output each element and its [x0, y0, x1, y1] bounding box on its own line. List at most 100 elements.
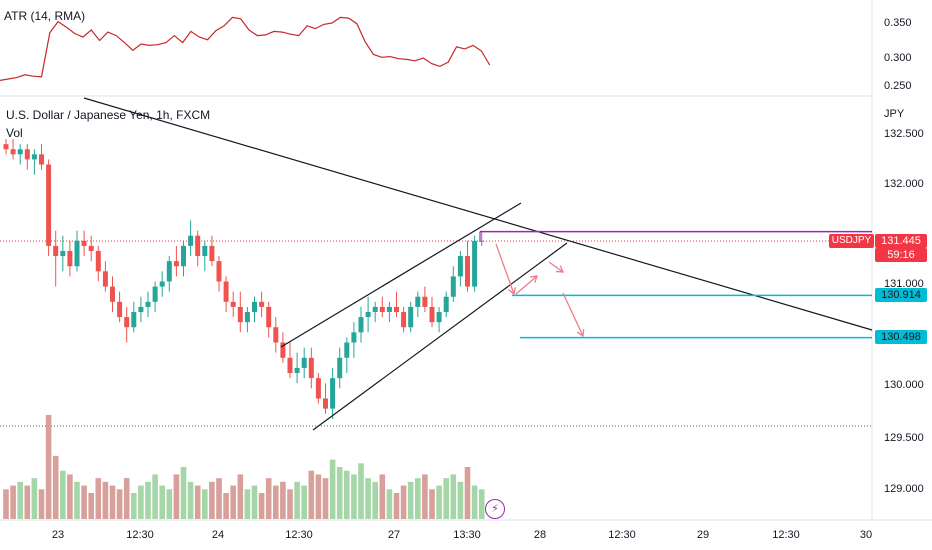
volume-bar [407, 481, 414, 519]
volume-bar [273, 485, 279, 519]
volume-bar [351, 474, 357, 519]
volume-bar [358, 463, 364, 519]
volume-bar [52, 455, 59, 519]
time-axis-label: 12:30 [126, 529, 154, 541]
volume-bar [152, 474, 158, 519]
time-axis-label: 12:30 [608, 529, 636, 541]
candle-body [365, 312, 371, 318]
candle-body [223, 281, 229, 302]
time-axis-label: 29 [696, 529, 710, 541]
candle-body [181, 245, 186, 267]
candle-body [138, 306, 144, 312]
candle-body [46, 164, 52, 246]
volume-bar [400, 485, 407, 519]
volume-bar [230, 485, 236, 519]
candle-body [3, 144, 9, 150]
candle-body [479, 240, 485, 242]
volume-bar [180, 467, 187, 519]
volume-bar [471, 485, 478, 519]
volume-bar [194, 485, 201, 519]
candle-body [81, 240, 87, 246]
candle-body [202, 245, 208, 257]
volume-bar [258, 493, 265, 519]
candle-body [173, 261, 179, 267]
volume-bar [209, 481, 215, 519]
bar-countdown-tag: 59:16 [875, 248, 927, 262]
time-axis-label: 12:30 [285, 529, 313, 541]
candle-body [436, 312, 442, 323]
price-axis-label: 132.000 [884, 178, 924, 190]
candle-body [323, 398, 328, 409]
candle-body [166, 261, 172, 282]
atr-legend[interactable]: ATR (14, RMA) [4, 9, 86, 23]
projection-arrow [515, 275, 538, 295]
time-axis-label: 12:30 [772, 529, 800, 541]
volume-bar [436, 485, 442, 519]
currency-label: JPY [884, 108, 905, 120]
volume-bar [173, 474, 180, 519]
volume-bar [102, 481, 109, 519]
candle-body [67, 250, 73, 267]
volume-bar [308, 470, 315, 519]
candle-body [415, 296, 421, 307]
lightning-icon[interactable]: ⚡ [485, 499, 505, 519]
candle-body [443, 296, 449, 312]
candle-body [280, 342, 286, 358]
volume-bar [386, 489, 393, 519]
candle-body [457, 256, 463, 277]
candle-body [145, 301, 151, 307]
arrow-head [529, 275, 538, 283]
volume-bar [287, 489, 293, 519]
candle-body [450, 276, 456, 297]
volume-bar [166, 489, 173, 519]
volume-bar [223, 493, 229, 519]
symbol-price-tag[interactable]: USDJPY [829, 234, 874, 248]
volume-bar [131, 493, 137, 519]
candlesticks [3, 139, 485, 419]
candle-body [117, 301, 123, 318]
volume-bar [67, 474, 73, 519]
volume-bar [3, 489, 9, 519]
candle-body [244, 312, 250, 323]
arrow-head [555, 265, 565, 273]
candle-body [386, 306, 392, 312]
volume-bar [109, 485, 116, 519]
volume-bar [31, 478, 38, 519]
projection-arrow [562, 292, 584, 337]
volume-bar [365, 478, 371, 519]
drawing-layer[interactable] [83, 97, 873, 431]
atr-axis-label: 0.350 [884, 17, 912, 29]
time-axis-label: 23 [51, 529, 65, 541]
time-axis-label: 30 [859, 529, 873, 541]
candle-body [131, 312, 137, 328]
candle-body [294, 367, 300, 374]
volume-bar [38, 489, 45, 519]
candle-body [95, 250, 101, 272]
candle-body [188, 235, 194, 246]
channel-lower-line [312, 242, 568, 431]
candle-body [408, 306, 414, 328]
volume-bar [393, 493, 400, 519]
volume-bar [187, 481, 194, 519]
volume-bar [138, 485, 144, 519]
volume-bar [280, 481, 286, 519]
symbol-title[interactable]: U.S. Dollar / Japanese Yen, 1h, FXCM [6, 108, 211, 122]
candle-body [351, 332, 357, 343]
volume-bar [216, 478, 222, 519]
volume-legend[interactable]: Vol [6, 126, 23, 140]
candle-body [337, 357, 343, 379]
candle-body [301, 357, 307, 368]
volume-bar [244, 489, 251, 519]
candle-body [465, 256, 470, 287]
volume-bar [17, 481, 23, 519]
volume-bar [202, 489, 208, 519]
candle-body [24, 149, 30, 160]
volume-bar [464, 467, 471, 519]
target-price-tag: 130.498 [875, 330, 927, 344]
candle-body [429, 306, 435, 323]
time-axis-label: 27 [387, 529, 401, 541]
volume-bar [24, 485, 31, 519]
candle-body [152, 286, 158, 302]
candle-body [39, 154, 44, 165]
